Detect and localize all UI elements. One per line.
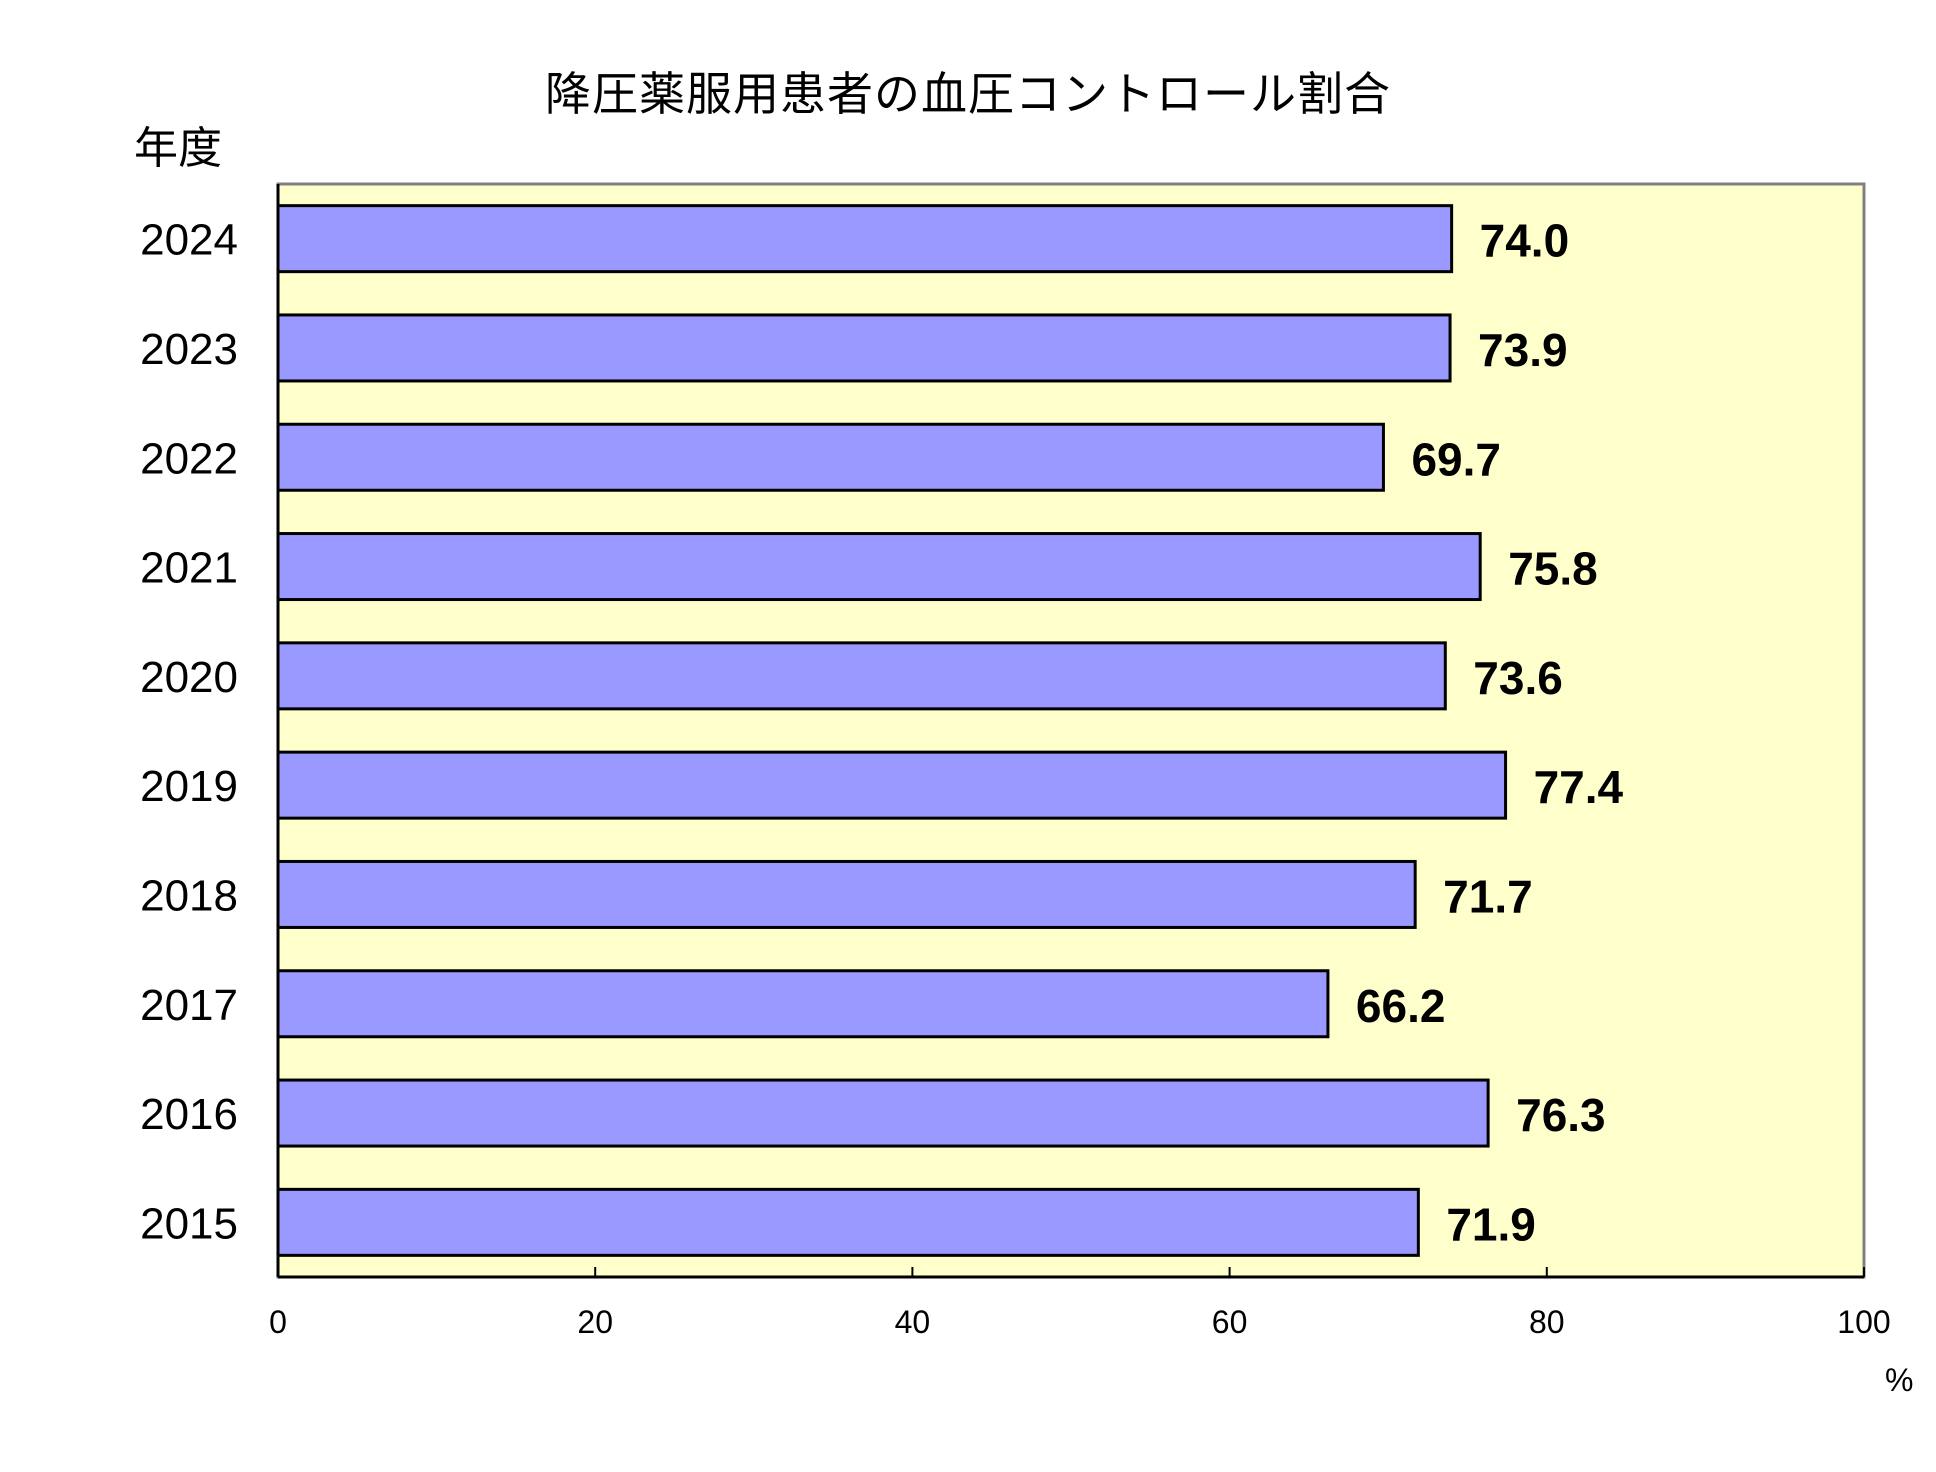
value-label-2020: 73.6 [1473, 652, 1563, 704]
x-tick-label-20: 20 [577, 1304, 613, 1340]
value-label-2016: 76.3 [1516, 1089, 1606, 1141]
y-tick-label-2024: 2024 [140, 216, 238, 265]
value-label-2023: 73.9 [1478, 324, 1568, 376]
bar-2017 [276, 969, 1330, 1039]
y-tick-label-2020: 2020 [140, 653, 238, 702]
bar-2015 [276, 1187, 1420, 1257]
y-tick-label-2022: 2022 [140, 434, 238, 483]
x-tick-label-40: 40 [895, 1304, 931, 1340]
y-tick-label-2017: 2017 [140, 981, 238, 1030]
y-tick-label-2019: 2019 [140, 762, 238, 811]
bar-2021 [276, 532, 1482, 602]
y-axis-label: 年度 [134, 123, 222, 174]
value-label-2018: 71.7 [1443, 870, 1533, 922]
y-tick-label-2023: 2023 [140, 325, 238, 374]
y-tick-label-2021: 2021 [140, 544, 238, 593]
bar-2016 [276, 1078, 1490, 1148]
value-label-2021: 75.8 [1508, 543, 1598, 595]
bar-2023 [276, 313, 1452, 383]
y-tick-label-2016: 2016 [140, 1090, 238, 1139]
x-axis-unit: % [1885, 1362, 1914, 1398]
y-tick-label-2015: 2015 [140, 1199, 238, 1248]
y-tick-label-2018: 2018 [140, 871, 238, 920]
x-tick-label-0: 0 [269, 1304, 287, 1340]
x-tick-label-100: 100 [1837, 1304, 1890, 1340]
value-label-2019: 77.4 [1534, 761, 1624, 813]
bar-2020 [276, 641, 1447, 711]
x-tick-label-60: 60 [1212, 1304, 1248, 1340]
bar-2019 [276, 750, 1508, 820]
bar-2022 [276, 422, 1385, 492]
value-label-2017: 66.2 [1356, 980, 1446, 1032]
bar-2024 [276, 204, 1454, 274]
value-label-2022: 69.7 [1411, 433, 1501, 485]
chart-title: 降圧薬服用患者の血圧コントロール割合 [545, 67, 1391, 121]
x-tick-label-80: 80 [1529, 1304, 1565, 1340]
value-label-2015: 71.9 [1446, 1198, 1536, 1250]
bar-2018 [276, 859, 1417, 929]
value-label-2024: 74.0 [1480, 215, 1570, 267]
